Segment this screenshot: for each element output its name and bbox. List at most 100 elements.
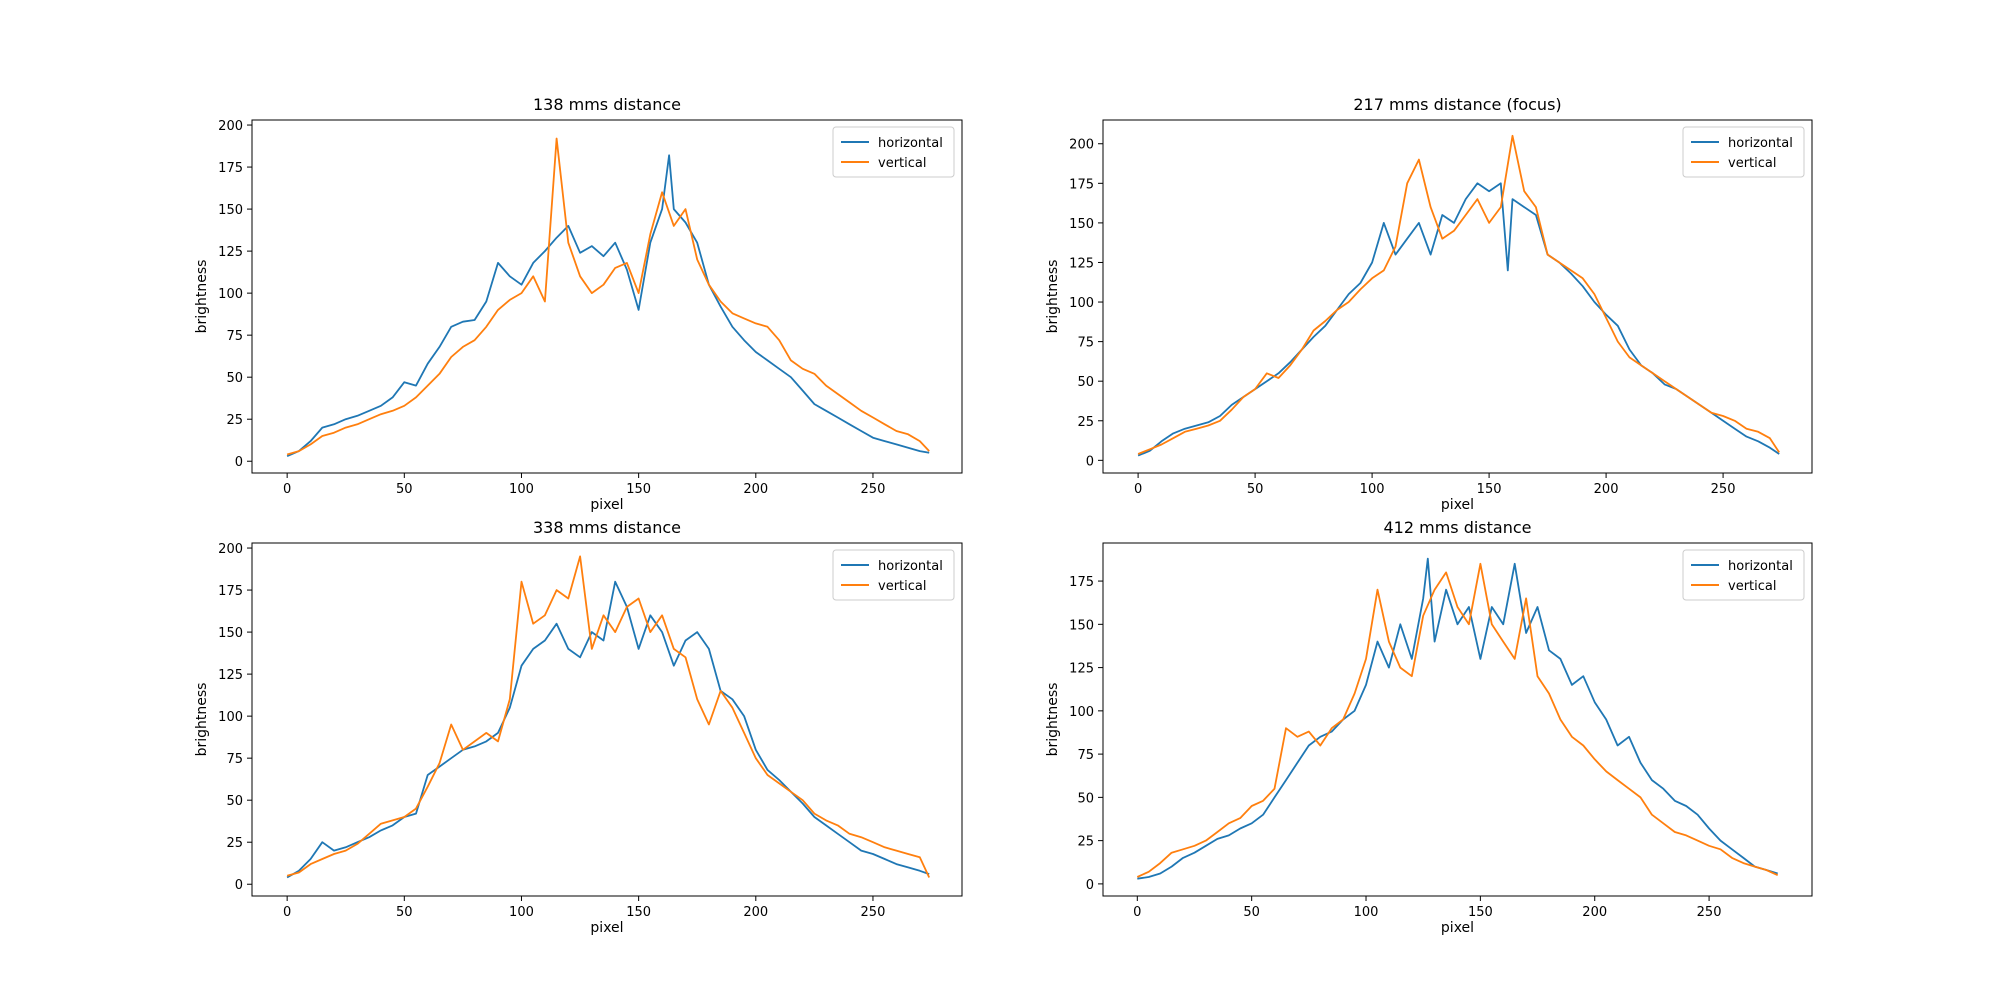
y-tick-label: 50	[226, 371, 243, 386]
chart-title: 138 mms distance	[533, 95, 681, 114]
y-tick-label: 200	[1069, 138, 1094, 153]
y-axis-label: brightness	[1045, 683, 1061, 757]
x-axis-label: pixel	[590, 497, 623, 513]
y-tick-label: 200	[218, 119, 243, 134]
y-tick-label: 100	[218, 710, 243, 725]
chart-panel-1: 138 mms distance 0 50 100 150 200 250 0 25 50 75 10…	[194, 95, 963, 513]
x-tick-label: 0	[283, 482, 291, 497]
chart-panel-2: 217 mms distance (focus) 0 50 100 150 200 250 0…	[1045, 95, 1813, 513]
legend-label: horizontal	[878, 559, 943, 574]
y-tick-label: 175	[1069, 575, 1094, 590]
y-tick-label: 150	[218, 626, 243, 641]
x-tick-label: 150	[1477, 482, 1502, 497]
chart-title: 338 mms distance	[533, 518, 681, 537]
y-tick-label: 125	[1069, 256, 1094, 271]
series-line-horizontal	[286, 154, 930, 458]
y-tick-label: 75	[1077, 336, 1094, 351]
chart-panel-3: 338 mms distance 0 50 100 150 200 250 0 25 50 75 10…	[194, 518, 963, 936]
y-tick-label: 50	[1077, 375, 1094, 390]
legend-label: vertical	[1728, 579, 1776, 594]
legend-label: horizontal	[1728, 559, 1793, 574]
legend-label: vertical	[1728, 156, 1776, 171]
legend: horizontal vertical	[1682, 549, 1805, 601]
y-axis-label: brightness	[194, 260, 210, 334]
y-tick-label: 0	[1086, 454, 1094, 469]
legend-box	[832, 549, 955, 601]
x-tick-label: 150	[626, 482, 651, 497]
legend: horizontal vertical	[832, 549, 955, 601]
y-tick-label: 175	[218, 584, 243, 599]
x-tick-label: 250	[1711, 482, 1736, 497]
y-tick-label: 100	[1069, 296, 1094, 311]
x-tick-label: 250	[1697, 905, 1722, 920]
y-tick-label: 200	[218, 542, 243, 557]
series-line-vertical	[286, 555, 931, 878]
y-tick-label: 75	[226, 752, 243, 767]
x-tick-label: 0	[283, 905, 291, 920]
x-tick-label: 250	[861, 905, 886, 920]
y-tick-label: 100	[218, 287, 243, 302]
x-tick-label: 0	[1133, 905, 1141, 920]
y-tick-label: 50	[1077, 791, 1094, 806]
y-tick-label: 175	[1069, 177, 1094, 192]
y-tick-label: 25	[1077, 835, 1094, 850]
y-tick-label: 125	[218, 668, 243, 683]
series-line-vertical	[286, 137, 930, 456]
x-tick-label: 100	[1360, 482, 1385, 497]
series-line-vertical	[1137, 134, 1780, 455]
y-tick-label: 0	[235, 878, 243, 893]
y-axis-label: brightness	[194, 683, 210, 757]
x-tick-label: 200	[743, 482, 768, 497]
y-tick-label: 25	[226, 413, 243, 428]
y-tick-label: 25	[226, 836, 243, 851]
legend-label: vertical	[878, 156, 926, 171]
y-tick-label: 150	[1069, 618, 1094, 633]
legend-label: horizontal	[1728, 136, 1793, 151]
y-tick-label: 150	[1069, 217, 1094, 232]
legend-box	[1682, 126, 1805, 178]
x-tick-label: 50	[396, 482, 413, 497]
x-tick-label: 100	[509, 482, 534, 497]
y-tick-label: 150	[218, 203, 243, 218]
axes-frame	[1102, 119, 1813, 474]
y-tick-label: 0	[235, 455, 243, 470]
x-tick-label: 0	[1134, 482, 1142, 497]
y-tick-label: 75	[1077, 748, 1094, 763]
legend-label: vertical	[878, 579, 926, 594]
x-tick-label: 50	[396, 905, 413, 920]
chart-title: 412 mms distance	[1383, 518, 1531, 537]
x-tick-label: 200	[743, 905, 768, 920]
y-tick-label: 50	[226, 794, 243, 809]
y-tick-label: 125	[1069, 662, 1094, 677]
legend-box	[832, 126, 955, 178]
legend: horizontal vertical	[1682, 126, 1805, 178]
x-tick-label: 100	[509, 905, 534, 920]
axes-frame	[251, 119, 963, 474]
series-line-horizontal	[1137, 557, 1778, 880]
x-tick-label: 50	[1247, 482, 1264, 497]
series-line-vertical	[1136, 562, 1779, 878]
y-tick-label: 0	[1086, 878, 1094, 893]
x-tick-label: 100	[1354, 905, 1379, 920]
y-tick-label: 175	[218, 161, 243, 176]
x-axis-label: pixel	[590, 920, 623, 936]
y-tick-label: 125	[218, 245, 243, 260]
x-tick-label: 200	[1594, 482, 1619, 497]
chart-title: 217 mms distance (focus)	[1353, 95, 1561, 114]
axes-frame	[1102, 542, 1813, 897]
legend-label: horizontal	[878, 136, 943, 151]
x-tick-label: 150	[1468, 905, 1493, 920]
axes-frame	[251, 542, 963, 897]
x-axis-label: pixel	[1441, 497, 1474, 513]
x-tick-label: 200	[1582, 905, 1607, 920]
chart-panel-4: 412 mms distance 0 50 100 150 200 250 0 25 50 75 10…	[1045, 518, 1813, 936]
x-tick-label: 150	[626, 905, 651, 920]
y-tick-label: 100	[1069, 705, 1094, 720]
series-line-horizontal	[286, 580, 930, 879]
legend-box	[1682, 549, 1805, 601]
x-axis-label: pixel	[1441, 920, 1474, 936]
y-tick-label: 25	[1077, 415, 1094, 430]
y-axis-label: brightness	[1045, 260, 1061, 334]
legend: horizontal vertical	[832, 126, 955, 178]
